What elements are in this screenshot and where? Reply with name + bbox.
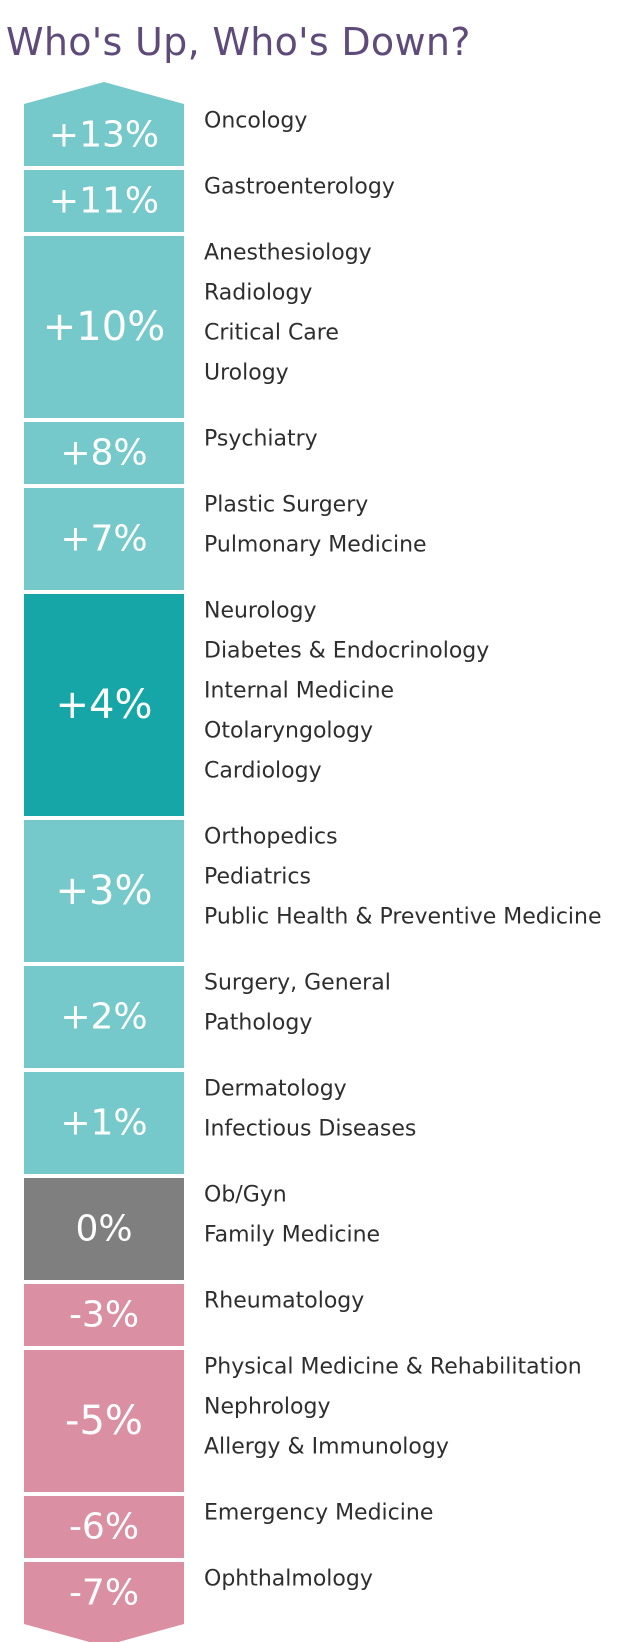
specialty-label-family-medicine: Family Medicine — [204, 1223, 380, 1248]
chart-title: Who's Up, Who's Down? — [6, 20, 471, 64]
bar-block-plusminus-7 — [24, 488, 184, 590]
specialty-label-oncology: Oncology — [204, 109, 307, 134]
specialty-label-orthopedics: Orthopedics — [204, 825, 338, 850]
specialty-label-surgery-general: Surgery, General — [204, 971, 391, 996]
specialty-label-critical-care: Critical Care — [204, 321, 339, 346]
bar-value-label: 0% — [75, 1209, 132, 1250]
bar-block-plusminus-1 — [24, 1072, 184, 1174]
bar-block-plusminus-13 — [24, 82, 184, 166]
specialty-label-allergy-and-immunology: Allergy & Immunology — [204, 1435, 449, 1460]
specialty-label-diabetes-and-endocrinology: Diabetes & Endocrinology — [204, 639, 489, 664]
specialty-label-rheumatology: Rheumatology — [204, 1289, 364, 1314]
bar-block-0 — [24, 1178, 184, 1280]
bar-value-label: -3% — [69, 1295, 139, 1336]
bar-value-label: +13% — [49, 115, 159, 156]
bar-value-label: -5% — [65, 1398, 143, 1444]
specialty-label-ophthalmology: Ophthalmology — [204, 1567, 373, 1592]
bar-block-plusminus-4 — [24, 594, 184, 816]
bar-block-minus-5 — [24, 1350, 184, 1492]
specialty-label-internal-medicine: Internal Medicine — [204, 679, 394, 704]
bar-block-minus-7 — [24, 1562, 184, 1642]
specialty-label-nephrology: Nephrology — [204, 1395, 330, 1420]
specialty-label-pathology: Pathology — [204, 1011, 312, 1036]
bar-block-plusminus-8 — [24, 422, 184, 484]
specialty-label-emergency-medicine: Emergency Medicine — [204, 1501, 433, 1526]
specialty-label-urology: Urology — [204, 361, 289, 386]
specialty-label-pulmonary-medicine: Pulmonary Medicine — [204, 533, 427, 558]
specialty-label-pediatrics: Pediatrics — [204, 865, 311, 890]
specialty-label-infectious-diseases: Infectious Diseases — [204, 1117, 416, 1142]
bar-block-plusminus-3 — [24, 820, 184, 962]
bar-block-plusminus-2 — [24, 966, 184, 1068]
specialty-label-plastic-surgery: Plastic Surgery — [204, 493, 368, 518]
specialty-label-psychiatry: Psychiatry — [204, 427, 318, 452]
bar-value-label: +4% — [56, 682, 153, 728]
bar-block-minus-3 — [24, 1284, 184, 1346]
specialty-label-radiology: Radiology — [204, 281, 312, 306]
bar-value-label: +8% — [60, 433, 147, 474]
bar-value-label: -6% — [69, 1507, 139, 1548]
bar-value-label: +2% — [60, 997, 147, 1038]
specialty-label-gastroenterology: Gastroenterology — [204, 175, 395, 200]
bar-value-label: +7% — [60, 519, 147, 560]
specialty-label-neurology: Neurology — [204, 599, 317, 624]
specialty-label-physical-medicine-and-rehabilitation: Physical Medicine & Rehabilitation — [204, 1355, 582, 1380]
specialty-label-dermatology: Dermatology — [204, 1077, 347, 1102]
specialty-label-ob-gyn: Ob/Gyn — [204, 1183, 287, 1208]
bar-value-label: +11% — [49, 181, 159, 222]
specialty-label-public-health-and-preventive-medicine: Public Health & Preventive Medicine — [204, 905, 602, 930]
bar-block-minus-6 — [24, 1496, 184, 1558]
bar-value-label: +3% — [56, 868, 153, 914]
bar-value-label: -7% — [69, 1573, 139, 1614]
bar-value-label: +10% — [43, 304, 165, 350]
bar-block-plusminus-11 — [24, 170, 184, 232]
specialty-label-anesthesiology: Anesthesiology — [204, 241, 372, 266]
bar-value-label: +1% — [60, 1103, 147, 1144]
bar-block-plusminus-10 — [24, 236, 184, 418]
specialty-label-cardiology: Cardiology — [204, 759, 322, 784]
specialty-label-otolaryngology: Otolaryngology — [204, 719, 373, 744]
